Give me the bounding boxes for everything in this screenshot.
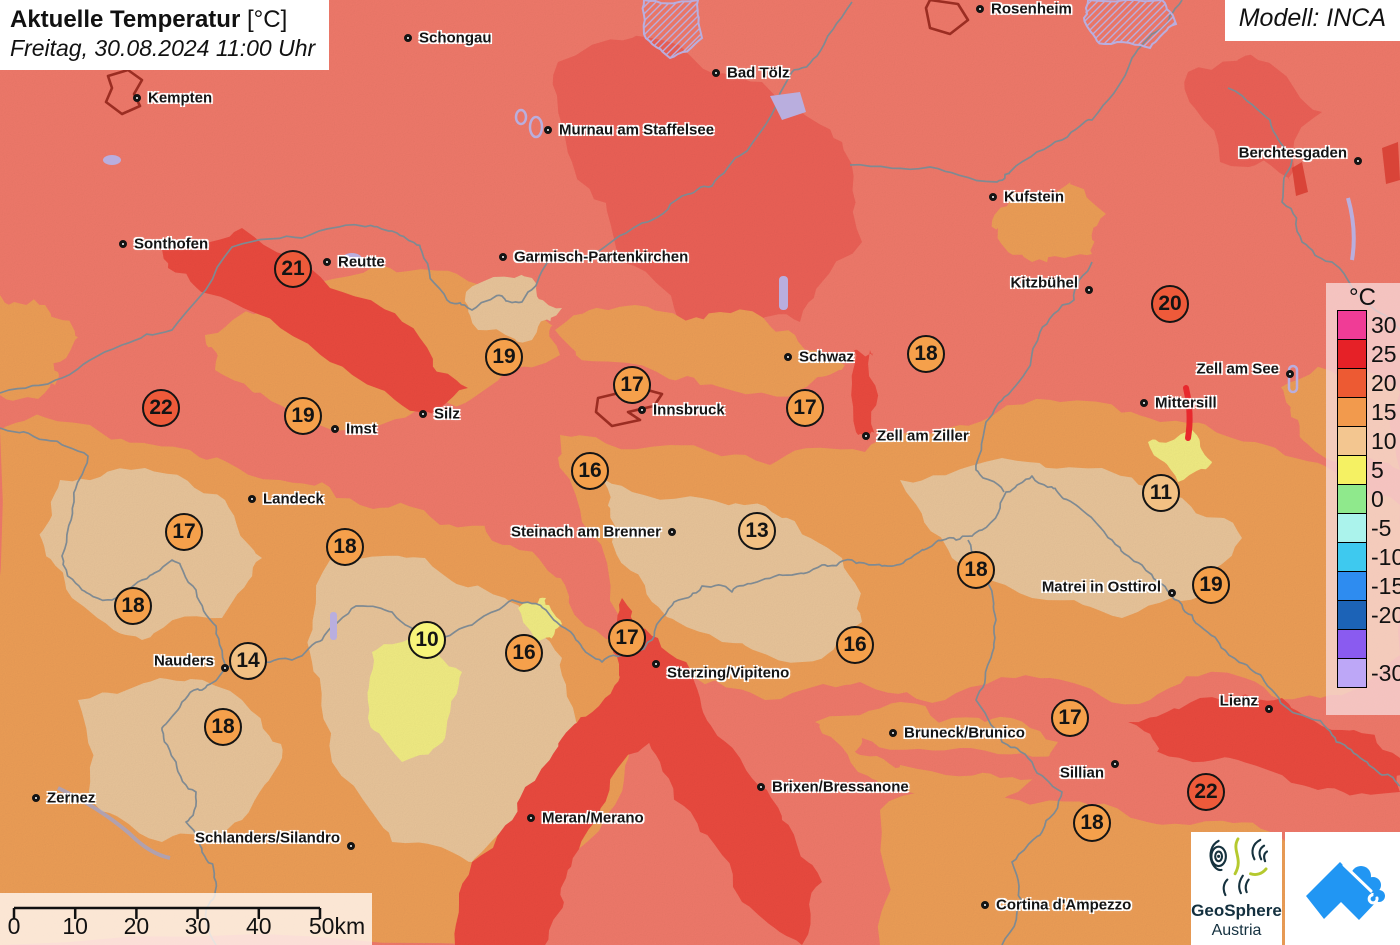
legend-value-label: -5	[1371, 515, 1392, 541]
scale-tick-label: 20	[123, 913, 150, 939]
legend-color-swatch	[1337, 310, 1367, 340]
geosphere-austria-logo: GeoSphere Austria	[1191, 832, 1282, 945]
legend-value-label: 20	[1371, 370, 1397, 396]
legend-value-label: 15	[1371, 399, 1397, 425]
scale-tick-label: 30	[184, 913, 211, 939]
map-subtitle: Freitag, 30.08.2024 11:00 Uhr	[10, 34, 316, 61]
geosphere-country: Austria	[1211, 921, 1262, 939]
distance-scale-bar: 0 10 20 30 40 50km	[0, 893, 372, 945]
legend-color-swatch	[1337, 542, 1367, 572]
legend-color-swatch	[1337, 513, 1367, 543]
legend-color-swatch	[1337, 658, 1367, 688]
legend-color-swatch	[1337, 455, 1367, 485]
map-title-box: Aktuelle Temperatur [°C] Freitag, 30.08.…	[0, 0, 330, 71]
map-title: Aktuelle Temperatur [°C]	[10, 6, 288, 33]
scale-end-label: 50km	[308, 913, 366, 939]
legend-value-label: 10	[1371, 428, 1397, 454]
legend-color-swatch	[1337, 339, 1367, 369]
model-label: Modell: INCA	[1224, 0, 1400, 41]
geosphere-contours-icon	[1209, 837, 1268, 897]
temperature-legend: °C 30 25 20 15 10 5 0 -5 -10 -15 -20 -30	[1326, 283, 1400, 715]
scale-bar-ticks	[12, 906, 322, 919]
legend-color-swatch	[1337, 571, 1367, 601]
legend-unit: °C	[1349, 284, 1376, 311]
legend-value-label: 30	[1371, 312, 1397, 338]
legend-value-label: -20	[1371, 602, 1400, 628]
scale-tick-label: 0	[7, 913, 21, 939]
geosphere-wordmark: GeoSphere	[1191, 901, 1282, 920]
legend-value-label: 5	[1371, 457, 1384, 483]
scale-tick-label: 10	[62, 913, 88, 939]
scale-tick-label: 40	[246, 913, 272, 939]
legend-value-label: 25	[1371, 341, 1397, 367]
legend-value-label: 0	[1371, 486, 1384, 512]
legend-value-label: -10	[1371, 544, 1400, 570]
legend-value-label: -15	[1371, 573, 1400, 599]
legend-color-swatch	[1337, 484, 1367, 514]
tirol-logo-box	[1285, 832, 1400, 945]
legend-color-swatch	[1337, 426, 1367, 456]
legend-color-swatch	[1337, 397, 1367, 427]
legend-color-swatch	[1337, 368, 1367, 398]
tirol-roof-cloud-icon	[1306, 862, 1385, 920]
legend-color-swatch	[1337, 629, 1367, 659]
legend-value-label: -30	[1371, 660, 1400, 686]
legend-color-swatch	[1337, 600, 1367, 630]
